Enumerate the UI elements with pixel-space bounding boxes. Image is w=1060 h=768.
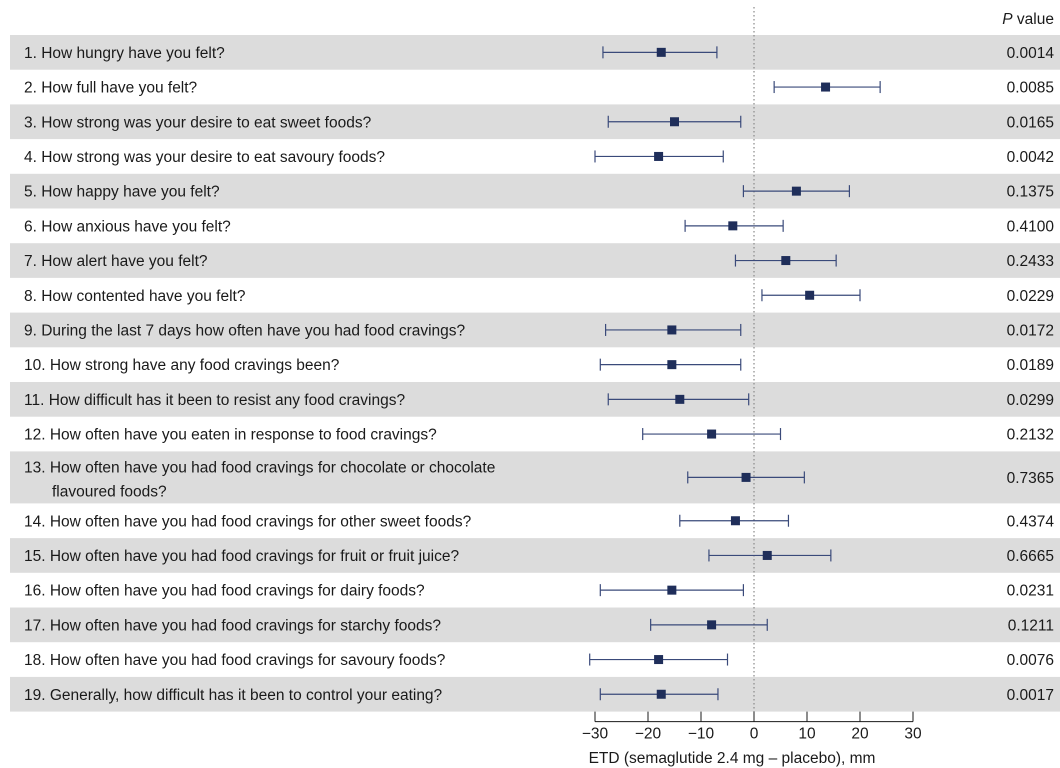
p-value-column: 0.0014 0.0085 0.0165 0.0042 0.1375 0.4100 0.24… — [1007, 45, 1055, 704]
question-label: 2. How full have you felt? — [24, 80, 198, 97]
point-estimate — [821, 82, 831, 92]
question-label: 5. How happy have you felt? — [24, 184, 220, 201]
row-band — [10, 104, 1060, 140]
question-label: 15. How often have you had food cravings… — [24, 548, 459, 565]
p-value: 0.0014 — [1007, 45, 1055, 62]
p-value: 0.0165 — [1007, 114, 1054, 131]
p-value: 0.0231 — [1007, 583, 1054, 600]
p-value: 0.1375 — [1007, 184, 1054, 201]
point-estimate — [707, 429, 717, 439]
p-value: 0.6665 — [1007, 548, 1054, 565]
x-tick-label: −10 — [688, 726, 715, 743]
question-label: 10. How strong have any food cravings be… — [24, 357, 340, 374]
p-value: 0.0076 — [1007, 652, 1054, 669]
p-value: 0.0017 — [1007, 687, 1054, 704]
point-estimate — [781, 256, 791, 266]
p-value: 0.0172 — [1007, 322, 1054, 339]
point-estimate — [667, 585, 677, 595]
question-label: 3. How strong was your desire to eat swe… — [24, 114, 372, 131]
x-tick-label: 30 — [904, 726, 922, 743]
question-label: 18. How often have you had food cravings… — [24, 652, 446, 669]
p-value: 0.1211 — [1008, 617, 1054, 634]
point-estimate — [707, 620, 717, 630]
question-labels: 1. How hungry have you felt? 2. How full … — [24, 45, 495, 704]
point-estimate — [675, 394, 685, 404]
p-value-header: P value — [1002, 11, 1054, 28]
row-band — [10, 243, 1060, 278]
p-value: 0.0042 — [1007, 149, 1054, 166]
point-estimate — [791, 186, 801, 196]
x-axis: −30 −20 −10 0 10 20 30 — [582, 711, 922, 743]
x-tick-label: −20 — [635, 726, 662, 743]
point-estimate — [656, 689, 666, 699]
row-band — [10, 607, 1060, 643]
row-band — [10, 382, 1060, 417]
p-value: 0.7365 — [1007, 470, 1054, 487]
row-band — [10, 312, 1060, 348]
point-estimate — [654, 655, 664, 665]
x-tick-label: 10 — [798, 726, 816, 743]
point-estimate — [805, 290, 815, 300]
question-label: 19. Generally, how difficult has it been… — [24, 687, 443, 704]
p-value-header-italic: P — [1002, 11, 1013, 28]
p-value: 0.2433 — [1007, 253, 1054, 270]
question-label: 12. How often have you eaten in response… — [24, 427, 437, 444]
question-label: 4. How strong was your desire to eat sav… — [24, 149, 385, 166]
question-label: 7. How alert have you felt? — [24, 253, 208, 270]
point-estimate — [730, 516, 740, 526]
point-estimate — [667, 360, 677, 370]
point-estimate — [654, 151, 664, 161]
question-label: 9. During the last 7 days how often have… — [24, 322, 466, 339]
point-estimate — [670, 117, 679, 127]
question-label: flavoured foods? — [52, 483, 167, 500]
point-estimate — [656, 47, 666, 57]
question-label: 6. How anxious have you felt? — [24, 218, 231, 235]
p-value: 0.0189 — [1007, 357, 1054, 374]
x-axis-title: ETD (semaglutide 2.4 mg – placebo), mm — [589, 750, 876, 767]
p-value: 0.4100 — [1007, 218, 1055, 235]
x-tick-label: −30 — [582, 726, 609, 743]
row-band — [10, 538, 1060, 573]
p-value: 0.0299 — [1007, 392, 1054, 409]
point-estimate — [741, 472, 751, 482]
question-label: 16. How often have you had food cravings… — [24, 583, 425, 600]
p-value: 0.2132 — [1007, 427, 1054, 444]
x-tick-label: 20 — [851, 726, 869, 743]
row-band — [10, 173, 1060, 209]
x-tick-label: 0 — [750, 726, 759, 743]
p-value-header-rest: value — [1013, 11, 1054, 28]
row-bands — [10, 35, 1060, 712]
p-value: 0.0229 — [1007, 288, 1054, 305]
question-label: 1. How hungry have you felt? — [24, 45, 225, 62]
estimate-marks — [589, 46, 881, 701]
point-estimate — [667, 325, 677, 335]
question-label: 11. How difficult has it been to resist … — [24, 392, 405, 409]
row-band — [10, 451, 1060, 504]
question-label: 8. How contented have you felt? — [24, 288, 246, 305]
point-estimate — [762, 550, 772, 560]
p-value: 0.4374 — [1007, 513, 1055, 530]
p-value: 0.0085 — [1007, 80, 1054, 97]
row-band — [10, 35, 1060, 70]
point-estimate — [728, 221, 738, 231]
row-band — [10, 676, 1060, 712]
question-label: 14. How often have you had food cravings… — [24, 513, 472, 530]
question-label: 13. How often have you had food cravings… — [24, 459, 495, 476]
question-label: 17. How often have you had food cravings… — [24, 617, 441, 634]
